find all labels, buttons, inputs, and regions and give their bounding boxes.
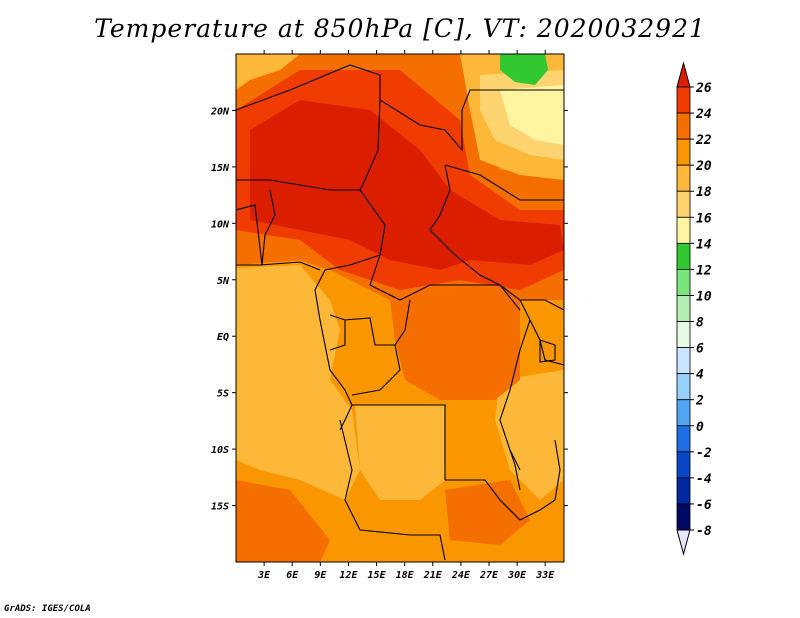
colorbar-segment [676, 399, 691, 427]
lake-malawi [554, 439, 561, 501]
colorbar-label: 12 [696, 263, 712, 278]
field-zone-northwest-cool [236, 54, 300, 90]
border-east-lakes [499, 284, 531, 471]
lat-label: 5S [217, 389, 229, 400]
border-togo [236, 204, 263, 266]
colorbar-label: -2 [696, 446, 712, 461]
colorbar-segment [676, 190, 691, 218]
colorbar-label: -6 [696, 498, 712, 513]
lon-label: 21E [423, 570, 443, 581]
colorbar-segment [676, 477, 691, 505]
field-zone-north-core [250, 100, 564, 270]
border-namibia [359, 529, 446, 561]
border-congo-drc [351, 344, 401, 396]
lon-label: 6E [286, 570, 299, 581]
colorbar-top-arrow [676, 61, 691, 88]
lat-label: 5N [217, 276, 230, 287]
colorbar-segment [676, 164, 691, 192]
field-zone-cold-patch [500, 54, 548, 85]
colorbar-segment [676, 138, 691, 166]
colorbar-segment [676, 425, 691, 453]
coast-central-west [319, 319, 353, 431]
lat-label: 20N [210, 106, 230, 117]
lat-label: 10N [211, 219, 230, 230]
map-title: Temperature at 850hPa [C], VT: 202003292… [94, 14, 706, 43]
colorbar-bottom-arrow [676, 529, 691, 556]
field-zone-east-african-lakes [495, 370, 564, 500]
lon-label: 24E [451, 570, 471, 581]
lat-tick-labels: 20N 15N 10N 5N EQ 5S 10S 15S [210, 106, 230, 512]
lon-label: 27E [479, 570, 499, 581]
colorbar-segment [676, 503, 691, 531]
colorbar-label: 20 [695, 159, 712, 174]
colorbar-label: 16 [696, 211, 712, 226]
lon-label: 9E [314, 570, 327, 581]
lon-label: 15E [368, 570, 387, 581]
coast-gulf-guinea [236, 261, 321, 271]
lake-victoria [539, 339, 556, 363]
border-benin-nigeria [261, 189, 276, 266]
map-frame [235, 53, 565, 563]
colorbar-segment [676, 242, 691, 270]
colorbar-segment [676, 295, 691, 322]
border-niger-nigeria [236, 179, 360, 191]
border-sudan-north [444, 164, 564, 201]
field-zone-west-coast [236, 265, 360, 500]
country-borders [236, 64, 564, 561]
grads-credit: GrADS: IGES/COLA [4, 604, 91, 614]
colorbar-label: -4 [696, 472, 712, 487]
colorbar-label: 4 [696, 368, 704, 383]
lon-label: 18E [396, 570, 415, 581]
axis-ticks [232, 50, 568, 566]
lon-tick-labels: 3E 6E 9E 12E 15E 18E 21E 24E 27E 30E 33E [257, 570, 555, 581]
lon-label: 33E [535, 570, 555, 581]
colorbar-label: 6 [696, 342, 704, 357]
colorbar-segment [676, 216, 691, 244]
colorbar-label: 18 [696, 185, 712, 200]
colorbar-segment [676, 269, 691, 296]
border-car-south [369, 284, 521, 311]
colorbar-label: 2 [695, 394, 704, 409]
border-chad-sudan [429, 164, 501, 286]
lat-label: 15S [211, 502, 229, 513]
border-nigeria-cameroon [314, 254, 381, 321]
border-sahara [236, 64, 564, 152]
colorbar-label: 22 [695, 133, 712, 148]
lat-label: EQ [217, 332, 229, 343]
lat-label: 10S [211, 445, 229, 456]
lon-label: 3E [257, 570, 271, 581]
border-angola-drc [352, 404, 446, 480]
lat-label: 15N [211, 163, 230, 174]
lon-label: 30E [507, 570, 527, 581]
field-zone-angola [355, 405, 445, 500]
colorbar-segment [676, 321, 691, 348]
lon-label: 12E [339, 570, 358, 581]
field-zone-central-warm [390, 285, 520, 400]
field-zone-southeast-warm [445, 480, 530, 545]
colorbar-label: 24 [695, 107, 712, 122]
border-gabon [329, 320, 346, 351]
colorbar-segment [676, 373, 691, 401]
colorbar-segment [676, 451, 691, 479]
field-zone-southwest-warm [236, 480, 330, 562]
colorbar-label: 26 [695, 81, 712, 96]
colorbar-segment [676, 112, 691, 140]
colorbar-label: 8 [696, 316, 704, 331]
colorbar-label: 14 [696, 237, 712, 252]
colorbar-segment [676, 347, 691, 375]
border-angola-coast [339, 419, 361, 531]
border-malawi [499, 499, 556, 521]
field-zone-northeast-coolest [500, 85, 564, 145]
colorbar-label: -8 [696, 524, 712, 539]
colorbar-label: 10 [696, 289, 712, 304]
border-uganda-north [520, 299, 564, 311]
border-uganda-kenya [529, 319, 564, 366]
colorbar-segment [676, 86, 691, 114]
temperature-field [236, 54, 564, 562]
lake-tanganyika [509, 449, 521, 491]
colorbar-label: 0 [696, 420, 704, 435]
